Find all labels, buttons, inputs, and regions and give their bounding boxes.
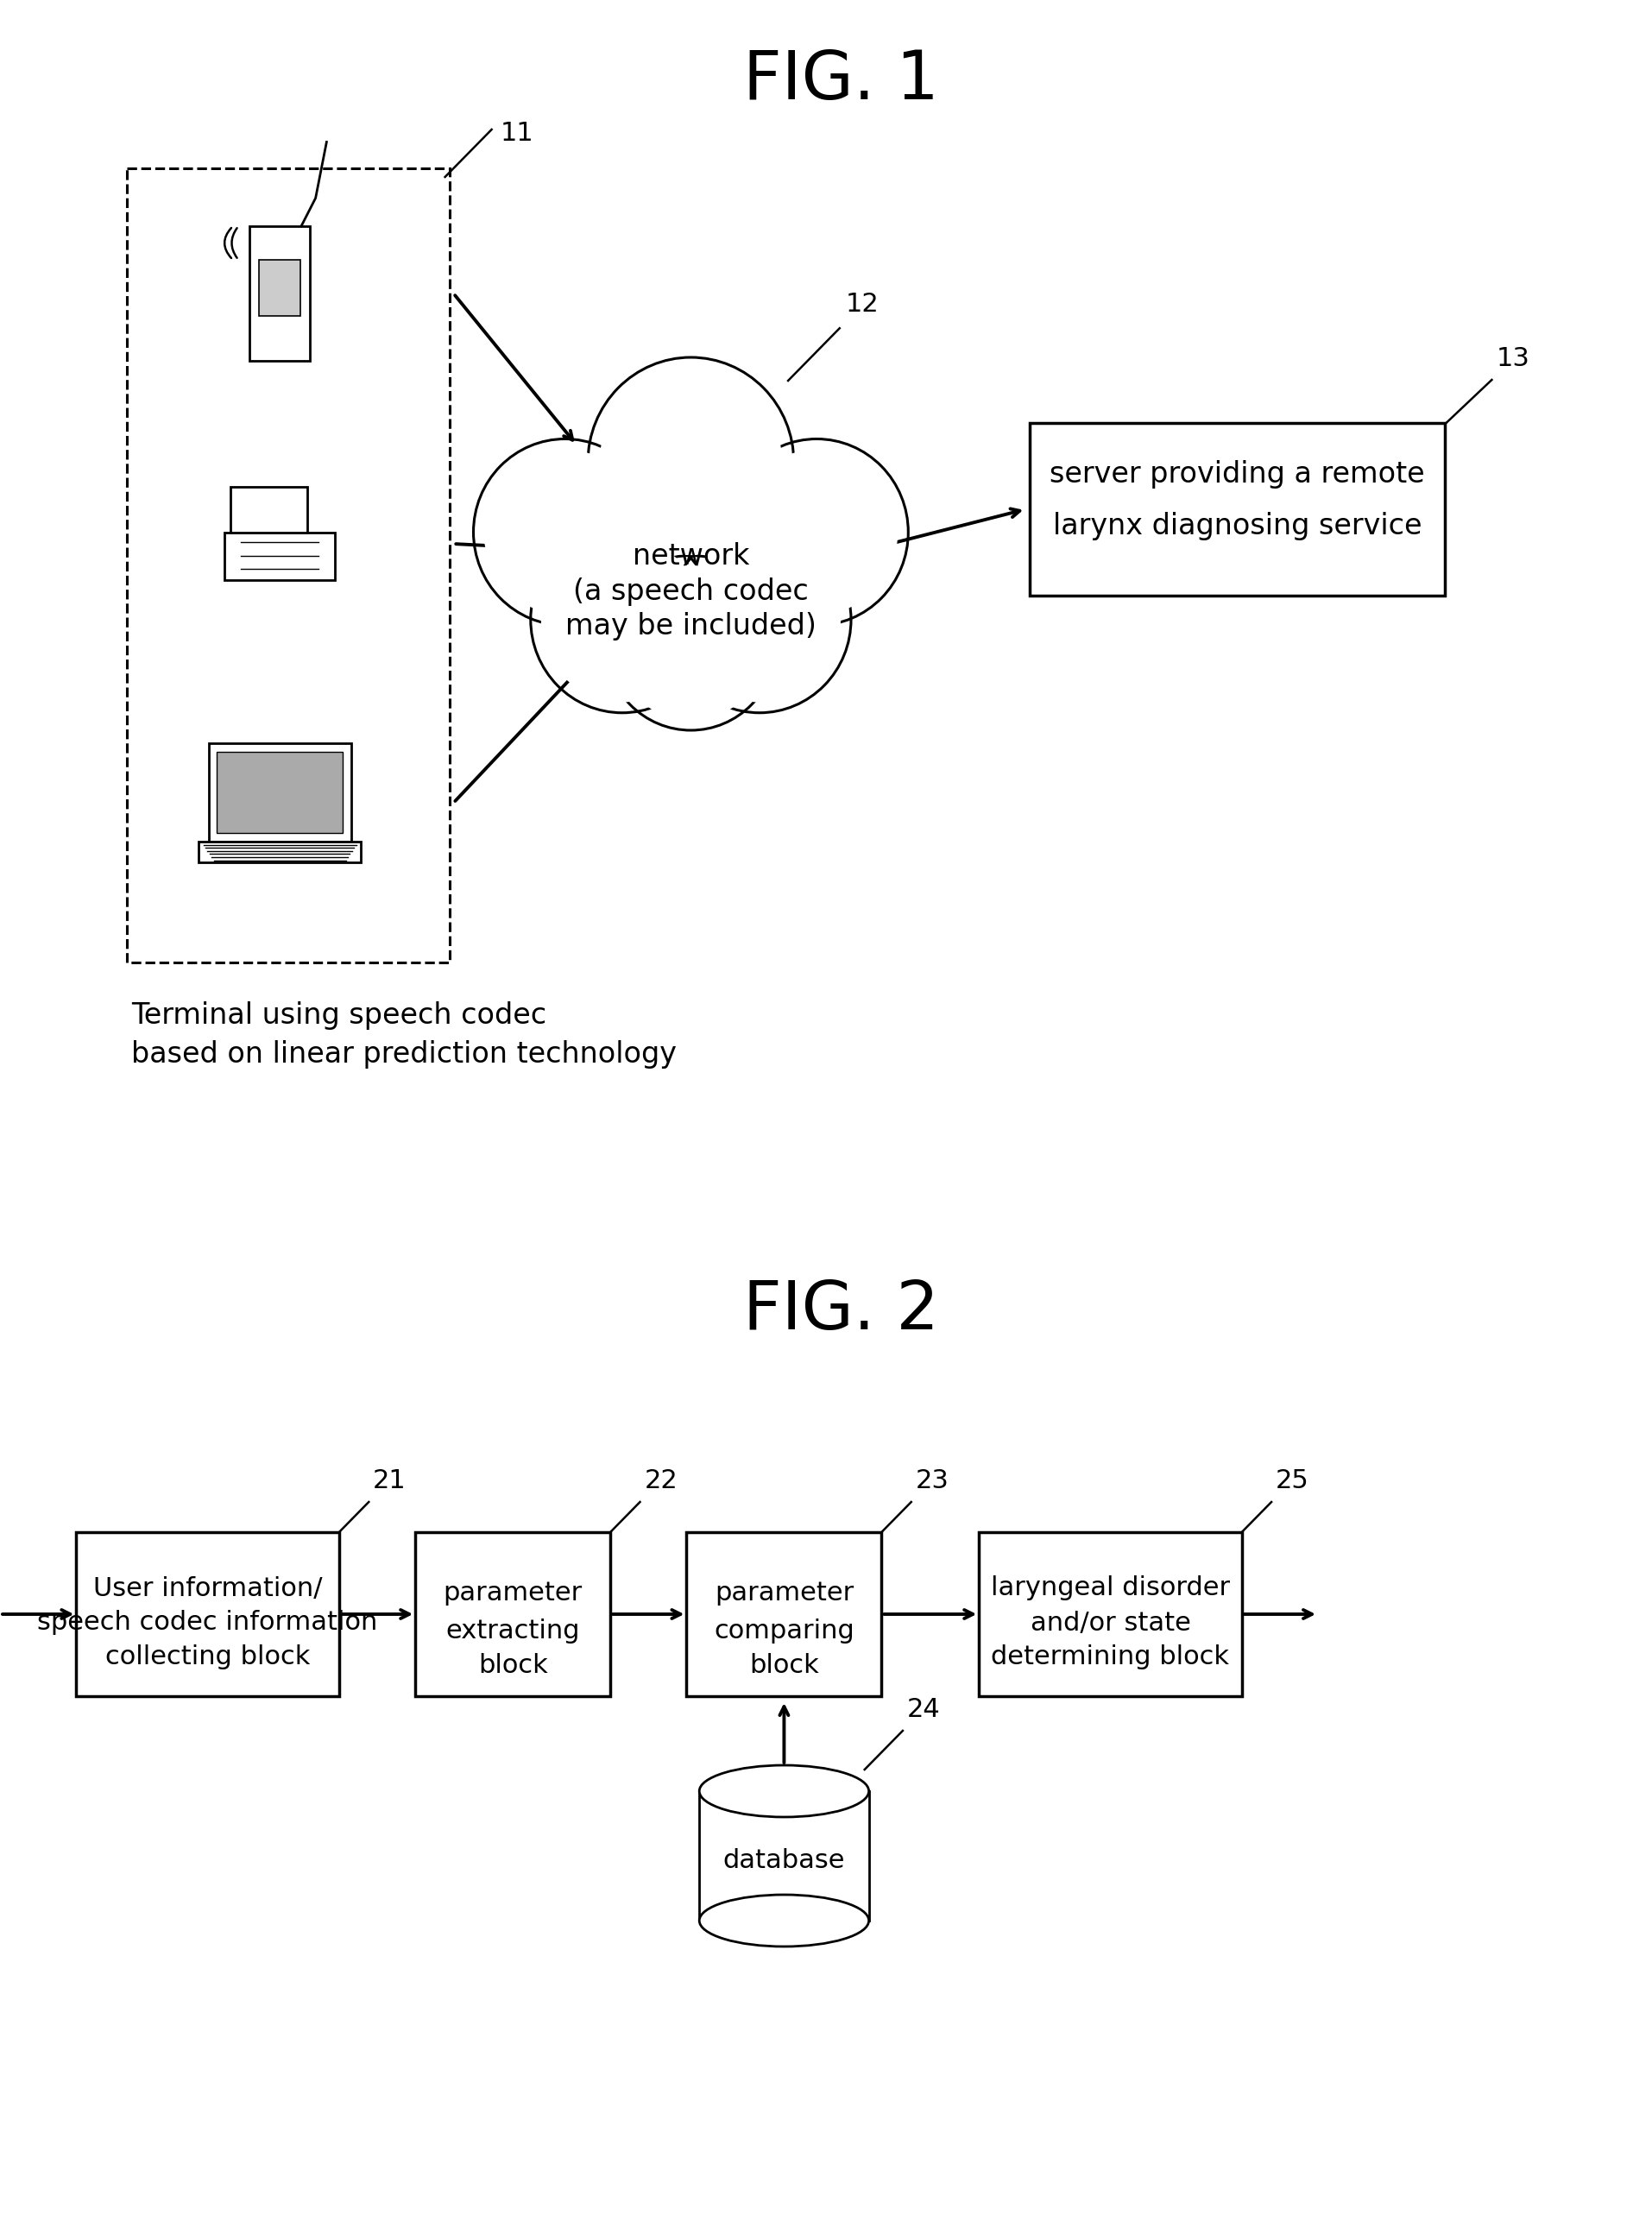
Text: may be included): may be included): [565, 612, 816, 641]
Circle shape: [530, 526, 714, 712]
Ellipse shape: [699, 1765, 869, 1817]
Circle shape: [600, 370, 781, 556]
Text: 23: 23: [915, 1467, 948, 1494]
Text: extracting: extracting: [446, 1620, 580, 1644]
Bar: [699, 1792, 869, 1920]
Text: 12: 12: [846, 291, 879, 316]
Circle shape: [484, 450, 646, 614]
Circle shape: [474, 439, 656, 625]
Text: 13: 13: [1497, 347, 1530, 372]
Text: based on linear prediction technology: based on linear prediction technology: [132, 1039, 677, 1068]
Bar: [980, 1532, 1242, 1696]
Circle shape: [667, 526, 851, 712]
Polygon shape: [230, 486, 307, 533]
Ellipse shape: [699, 1895, 869, 1947]
Text: parameter: parameter: [443, 1579, 583, 1606]
Text: determining block: determining block: [991, 1644, 1229, 1669]
Text: server providing a remote: server providing a remote: [1051, 461, 1426, 488]
Text: collecting block: collecting block: [106, 1644, 311, 1669]
Text: and/or state: and/or state: [1031, 1611, 1191, 1635]
Text: database: database: [724, 1848, 846, 1873]
Bar: [415, 1532, 610, 1696]
Text: larynx diagnosing service: larynx diagnosing service: [1052, 513, 1422, 540]
Text: User information/: User information/: [93, 1575, 322, 1602]
Text: parameter: parameter: [714, 1579, 854, 1606]
Bar: [76, 1532, 339, 1696]
Polygon shape: [249, 226, 311, 361]
Text: FIG. 1: FIG. 1: [743, 47, 938, 112]
Text: 11: 11: [501, 121, 534, 146]
Bar: [687, 1532, 882, 1696]
Text: (a speech codec: (a speech codec: [573, 578, 808, 605]
Circle shape: [737, 450, 897, 614]
Polygon shape: [208, 744, 350, 842]
Text: FIG. 2: FIG. 2: [743, 1277, 938, 1344]
Text: laryngeal disorder: laryngeal disorder: [991, 1575, 1231, 1602]
Text: 24: 24: [907, 1698, 940, 1723]
Text: block: block: [750, 1653, 819, 1678]
Circle shape: [615, 567, 767, 719]
Text: network: network: [633, 542, 750, 571]
Circle shape: [725, 439, 909, 625]
Bar: [1029, 423, 1446, 596]
Circle shape: [679, 538, 841, 701]
Polygon shape: [198, 842, 362, 862]
Circle shape: [542, 538, 702, 701]
Text: speech codec information: speech codec information: [38, 1611, 378, 1635]
Circle shape: [605, 556, 776, 730]
Text: 22: 22: [644, 1467, 677, 1494]
Text: 21: 21: [373, 1467, 406, 1494]
Text: 25: 25: [1275, 1467, 1308, 1494]
Text: comparing: comparing: [714, 1620, 854, 1644]
Polygon shape: [225, 533, 335, 580]
Bar: [127, 168, 449, 963]
Text: block: block: [477, 1653, 548, 1678]
Circle shape: [588, 358, 795, 567]
Polygon shape: [259, 260, 301, 316]
Polygon shape: [216, 750, 344, 833]
Text: Terminal using speech codec: Terminal using speech codec: [132, 1001, 547, 1030]
